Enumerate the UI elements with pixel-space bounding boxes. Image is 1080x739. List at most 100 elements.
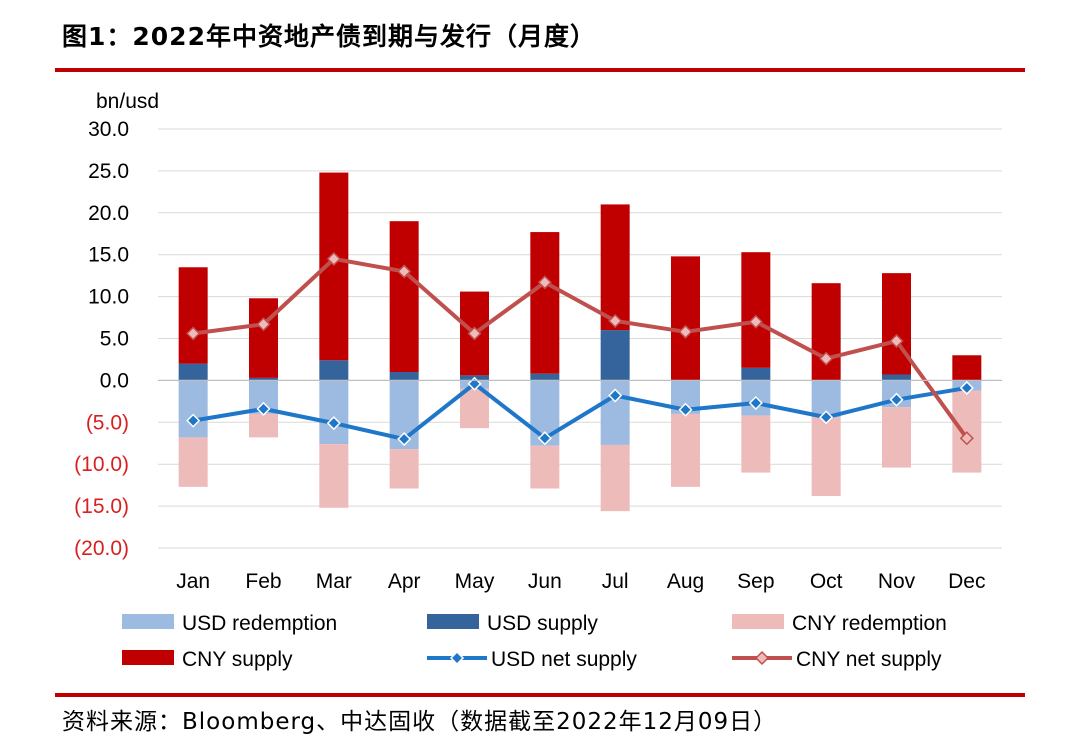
y-tick-label: 25.0 [88,160,129,183]
bar [389,221,419,373]
bar [389,449,419,489]
gridlines [158,128,1002,549]
legend-swatch [427,614,479,629]
bar [882,374,911,381]
x-tick-label: Aug [667,570,704,593]
y-tick-label: (5.0) [86,411,129,434]
data-point [959,431,974,446]
bar [460,388,489,429]
legend-marker [754,650,770,666]
data-point [678,324,693,339]
data-point [256,401,271,416]
data-point [186,413,201,428]
bar [530,373,560,381]
title-divider [55,68,1025,72]
y-axis-label: bn/usd [96,90,159,113]
bar [671,413,700,487]
bar [389,372,419,381]
y-tick-label: 20.0 [88,202,129,225]
y-tick-label: 5.0 [100,328,129,351]
y-tick-label: (20.0) [74,537,129,560]
data-point [256,317,271,332]
bar [671,256,700,381]
legend: USD redemption USD supply CNY redemption CN… [122,612,947,671]
bar [178,437,208,487]
data-point [889,392,904,407]
y-tick-label: (10.0) [74,453,129,476]
bar [600,444,630,512]
data-point [819,351,834,366]
data-point [608,388,623,403]
data-point [748,395,763,411]
legend-label: CNY supply [182,648,293,671]
x-tick-label: Jun [528,570,562,593]
data-point [186,326,201,341]
bar [811,417,841,497]
bar [882,407,911,468]
x-tick-label: Apr [388,570,421,593]
y-tick-label: 30.0 [88,118,129,141]
bar [741,252,771,368]
bar [249,298,278,378]
data-point [326,251,341,266]
y-tick-label: 10.0 [88,286,129,309]
x-tick-label: Mar [316,570,352,593]
legend-swatch [122,650,174,665]
y-tick-label: 0.0 [100,369,129,392]
bar [530,445,560,489]
net-supply-lines [186,251,974,447]
data-point [748,314,763,329]
x-tick-label: Sep [737,570,774,593]
bar [178,363,208,381]
x-tick-label: Feb [245,570,281,593]
series-line [192,381,968,442]
bar [530,232,560,374]
data-point [537,275,552,290]
axes: 30.0 25.0 20.0 15.0 10.0 5.0 0.0 (5.0) (10.0) (15… [74,90,1002,593]
data-point [678,402,693,417]
legend-swatch [732,614,784,629]
data-point [537,431,552,446]
bar [882,273,911,375]
bar [952,355,982,381]
legend-label: CNY redemption [792,612,947,635]
data-point [326,416,341,431]
bar [741,367,771,381]
data-point [889,333,904,349]
source-divider [55,693,1025,697]
x-tick-label: Jul [602,570,629,593]
bar [811,283,841,381]
bar [319,360,349,381]
bar [178,267,208,364]
x-tick-label: Nov [878,570,916,593]
figure-source: 资料来源：Bloomberg、中达固收（数据截至2022年12月09日） [62,709,778,735]
x-tick-label: May [455,570,495,593]
legend-marker [449,650,465,666]
bar [600,204,630,331]
y-tick-label: 15.0 [88,244,129,267]
data-point [467,326,482,341]
bar [741,415,771,473]
bar [319,444,349,508]
x-tick-label: Dec [948,570,985,593]
data-point [608,313,623,328]
bars [178,172,982,512]
data-point [819,410,834,425]
bar [249,377,278,381]
data-point [397,431,412,447]
x-tick-label: Jan [176,570,210,593]
bar [319,380,349,445]
legend-swatch [122,614,174,629]
series-line [192,256,969,440]
y-tick-label: (15.0) [74,495,129,518]
legend-label: USD supply [487,612,598,635]
x-tick-label: Oct [810,570,843,593]
data-point [397,264,412,279]
legend-label: CNY net supply [796,648,942,671]
figure-title: 图1：2022年中资地产债到期与发行（月度） [62,22,596,51]
chart: 30.0 25.0 20.0 15.0 10.0 5.0 0.0 (5.0) (10.0) (15… [74,90,1002,671]
data-point [959,380,974,396]
bar [600,330,630,381]
bar [249,413,278,438]
